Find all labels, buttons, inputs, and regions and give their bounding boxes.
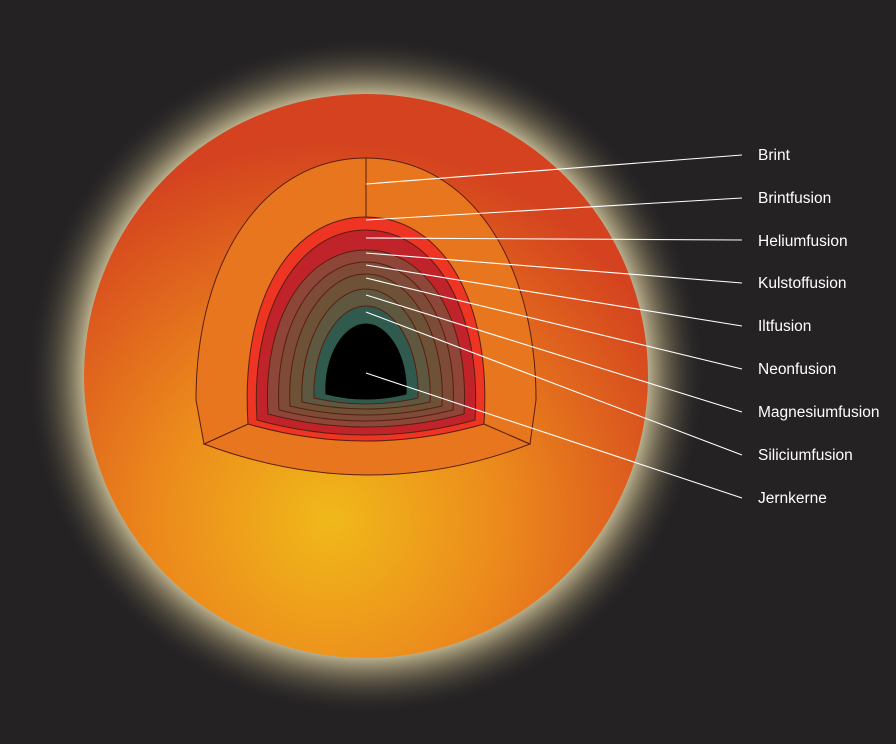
leader-line-brint <box>365 154 743 185</box>
leader-lines <box>365 154 743 499</box>
layer-labels: Brint Brintfusion Heliumfusion Kulstoffu… <box>758 147 879 507</box>
label-iltfusion: Iltfusion <box>758 318 811 335</box>
cutaway-section <box>195 157 537 476</box>
leader-line-heliumfusion <box>365 237 743 241</box>
leader-line-jernkerne <box>365 372 743 499</box>
leader-line-siliciumfusion <box>365 311 743 456</box>
leader-line-brintfusion <box>365 197 743 221</box>
label-brint: Brint <box>758 147 791 164</box>
label-siliciumfusion: Siliciumfusion <box>758 447 853 464</box>
label-kulstoffusion: Kulstoffusion <box>758 275 846 292</box>
label-magnesiumfusion: Magnesiumfusion <box>758 404 879 421</box>
label-heliumfusion: Heliumfusion <box>758 233 848 250</box>
layer-shell-jernkerne <box>325 323 407 400</box>
leader-line-kulstoffusion <box>365 252 743 284</box>
label-neonfusion: Neonfusion <box>758 361 836 378</box>
leader-line-iltfusion <box>365 264 743 327</box>
leader-line-magnesiumfusion <box>365 294 743 413</box>
label-jernkerne: Jernkerne <box>758 490 827 507</box>
label-brintfusion: Brintfusion <box>758 190 831 207</box>
leader-line-neonfusion <box>365 277 743 370</box>
